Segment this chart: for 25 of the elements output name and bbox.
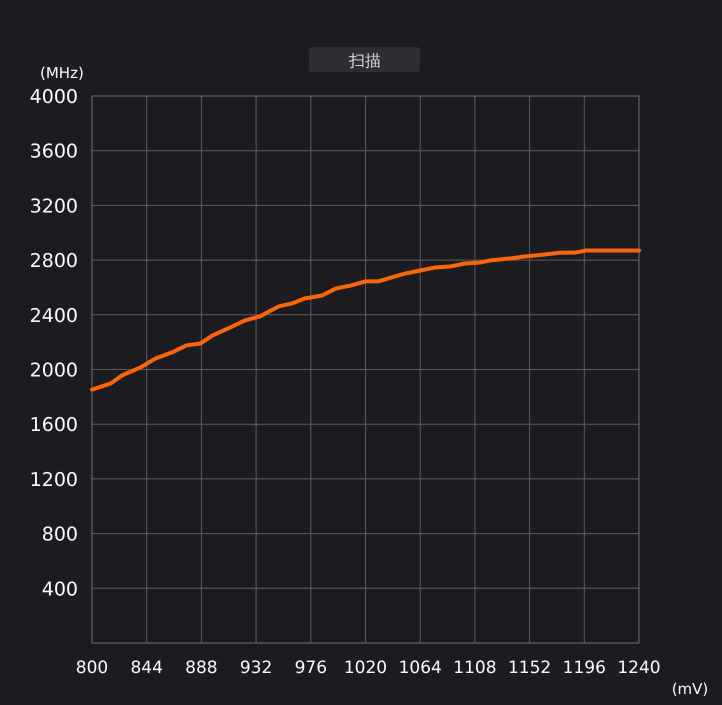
x-tick-label: 888 xyxy=(185,658,218,678)
x-tick-label: 1240 xyxy=(617,658,661,678)
x-tick-label: 1064 xyxy=(398,658,442,678)
y-tick-label: 2800 xyxy=(30,250,78,272)
x-tick-label: 1196 xyxy=(562,658,606,678)
x-tick-label: 1108 xyxy=(453,658,497,678)
x-tick-label: 844 xyxy=(130,658,163,678)
y-tick-label: 3600 xyxy=(30,140,78,163)
button: 扫描 xyxy=(309,47,420,72)
y-tick-label: 400 xyxy=(42,578,78,600)
x-tick-label: 932 xyxy=(240,658,272,678)
x-axis-title: (mV) xyxy=(672,680,708,698)
y-tick-label: 3200 xyxy=(30,195,78,218)
line-series xyxy=(90,248,641,392)
x-tick-label: 800 xyxy=(76,658,108,678)
y-tick-label: 800 xyxy=(42,524,78,546)
y-tick-label: 1600 xyxy=(30,414,78,436)
x-tick-label: 976 xyxy=(294,658,328,678)
x-tick-label: 1152 xyxy=(508,658,552,678)
y-axis-title: (MHz) xyxy=(40,64,84,82)
y-tick-label: 2400 xyxy=(30,304,78,327)
y-tick-label: 2000 xyxy=(30,360,78,382)
y-tick-label: 1200 xyxy=(30,468,78,491)
x-tick-label: 1020 xyxy=(344,658,388,678)
y-tick-label: 4000 xyxy=(30,86,78,108)
